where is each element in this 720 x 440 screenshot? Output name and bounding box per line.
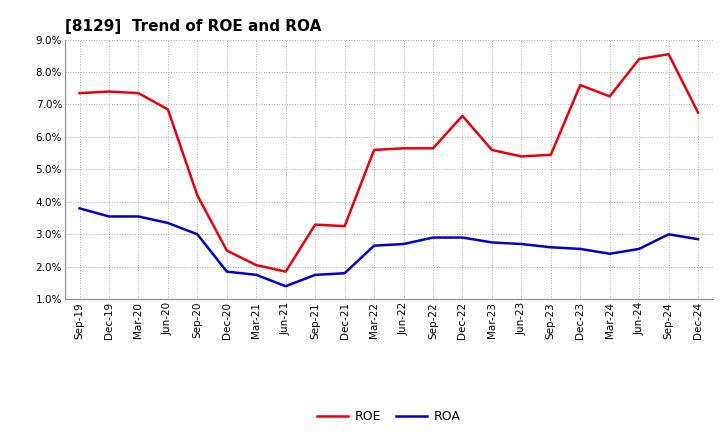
ROE [635, 56, 644, 62]
ROE [193, 193, 202, 198]
ROE [428, 146, 437, 151]
ROA [606, 251, 614, 257]
ROA [311, 272, 320, 278]
ROA [635, 246, 644, 252]
ROA [222, 269, 231, 274]
ROE [665, 51, 673, 57]
ROA [134, 214, 143, 219]
ROE [576, 82, 585, 88]
ROE [163, 107, 172, 112]
ROE [341, 224, 349, 229]
Legend: ROE, ROA: ROE, ROA [312, 405, 466, 428]
ROA [576, 246, 585, 252]
ROE [694, 110, 703, 115]
ROA [193, 231, 202, 237]
ROA [252, 272, 261, 278]
ROA [428, 235, 437, 240]
ROA [487, 240, 496, 245]
ROA [104, 214, 113, 219]
ROE [546, 152, 555, 158]
ROE [222, 248, 231, 253]
Line: ROA: ROA [79, 208, 698, 286]
ROE [487, 147, 496, 153]
ROA [517, 242, 526, 247]
ROE [458, 113, 467, 118]
ROA [282, 284, 290, 289]
ROE [311, 222, 320, 227]
ROE [134, 91, 143, 96]
ROA [665, 231, 673, 237]
ROE [252, 263, 261, 268]
ROE [282, 269, 290, 274]
ROA [370, 243, 379, 248]
ROE [606, 94, 614, 99]
ROA [694, 237, 703, 242]
ROA [458, 235, 467, 240]
ROE [370, 147, 379, 153]
ROE [399, 146, 408, 151]
Text: [8129]  Trend of ROE and ROA: [8129] Trend of ROE and ROA [65, 19, 321, 34]
ROE [104, 89, 113, 94]
ROA [75, 205, 84, 211]
Line: ROE: ROE [79, 54, 698, 271]
ROA [163, 220, 172, 226]
ROA [546, 245, 555, 250]
ROE [517, 154, 526, 159]
ROA [341, 271, 349, 276]
ROE [75, 91, 84, 96]
ROA [399, 242, 408, 247]
